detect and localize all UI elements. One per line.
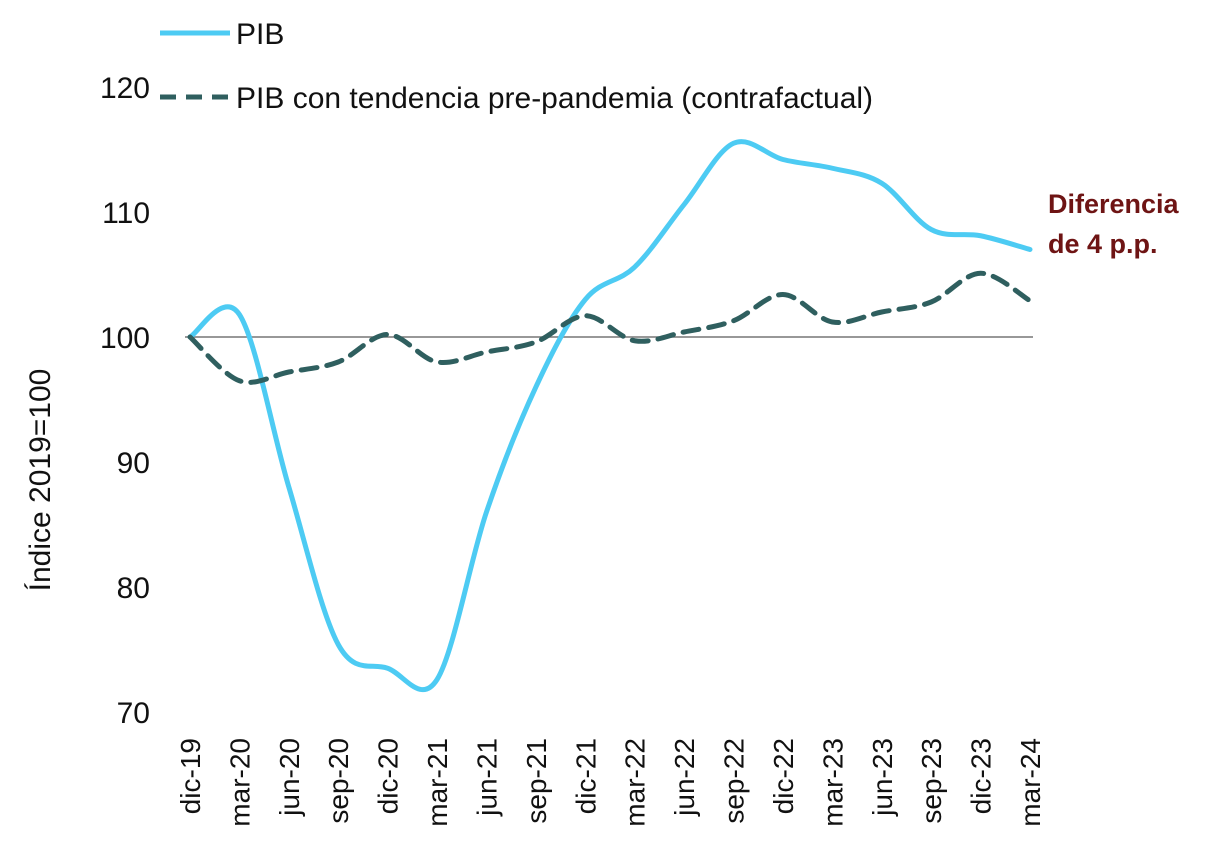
x-tick-label: sep-21	[521, 738, 552, 824]
annotation: de 4 p.p.	[1048, 229, 1158, 259]
x-tick-label: jun-21	[471, 738, 502, 817]
x-tick-label: sep-20	[323, 738, 354, 824]
y-tick-label: 70	[117, 697, 150, 730]
x-tick-label: mar-20	[224, 738, 255, 827]
y-axis-label: Índice 2019=100	[24, 369, 57, 592]
y-tick-label: 100	[100, 322, 150, 355]
x-tick-label: jun-20	[274, 738, 305, 817]
x-tick-label: dic-21	[570, 738, 601, 814]
x-tick-label: jun-22	[669, 738, 700, 817]
x-tick-label: sep-22	[719, 738, 750, 824]
x-tick-label: dic-19	[175, 738, 206, 814]
x-tick-label: jun-23	[867, 738, 898, 817]
series-line	[187, 270, 1033, 385]
x-tick-label: mar-23	[817, 738, 848, 827]
y-tick-label: 90	[117, 447, 150, 480]
x-tick-label: dic-23	[966, 738, 997, 814]
x-tick-label: sep-23	[916, 738, 947, 824]
legend-label: PIB	[236, 18, 284, 51]
x-tick-label: mar-21	[422, 738, 453, 827]
x-tick-label: mar-24	[1015, 738, 1046, 827]
annotation: Diferencia	[1048, 189, 1180, 219]
series-line	[187, 139, 1033, 693]
x-tick-label: dic-20	[373, 738, 404, 814]
x-tick-label: dic-22	[768, 738, 799, 814]
legend-label: PIB con tendencia pre-pandemia (contrafa…	[236, 82, 873, 115]
x-tick-label: mar-22	[620, 738, 651, 827]
y-tick-label: 120	[100, 72, 150, 105]
y-tick-label: 80	[117, 572, 150, 605]
y-tick-label: 110	[102, 197, 150, 230]
